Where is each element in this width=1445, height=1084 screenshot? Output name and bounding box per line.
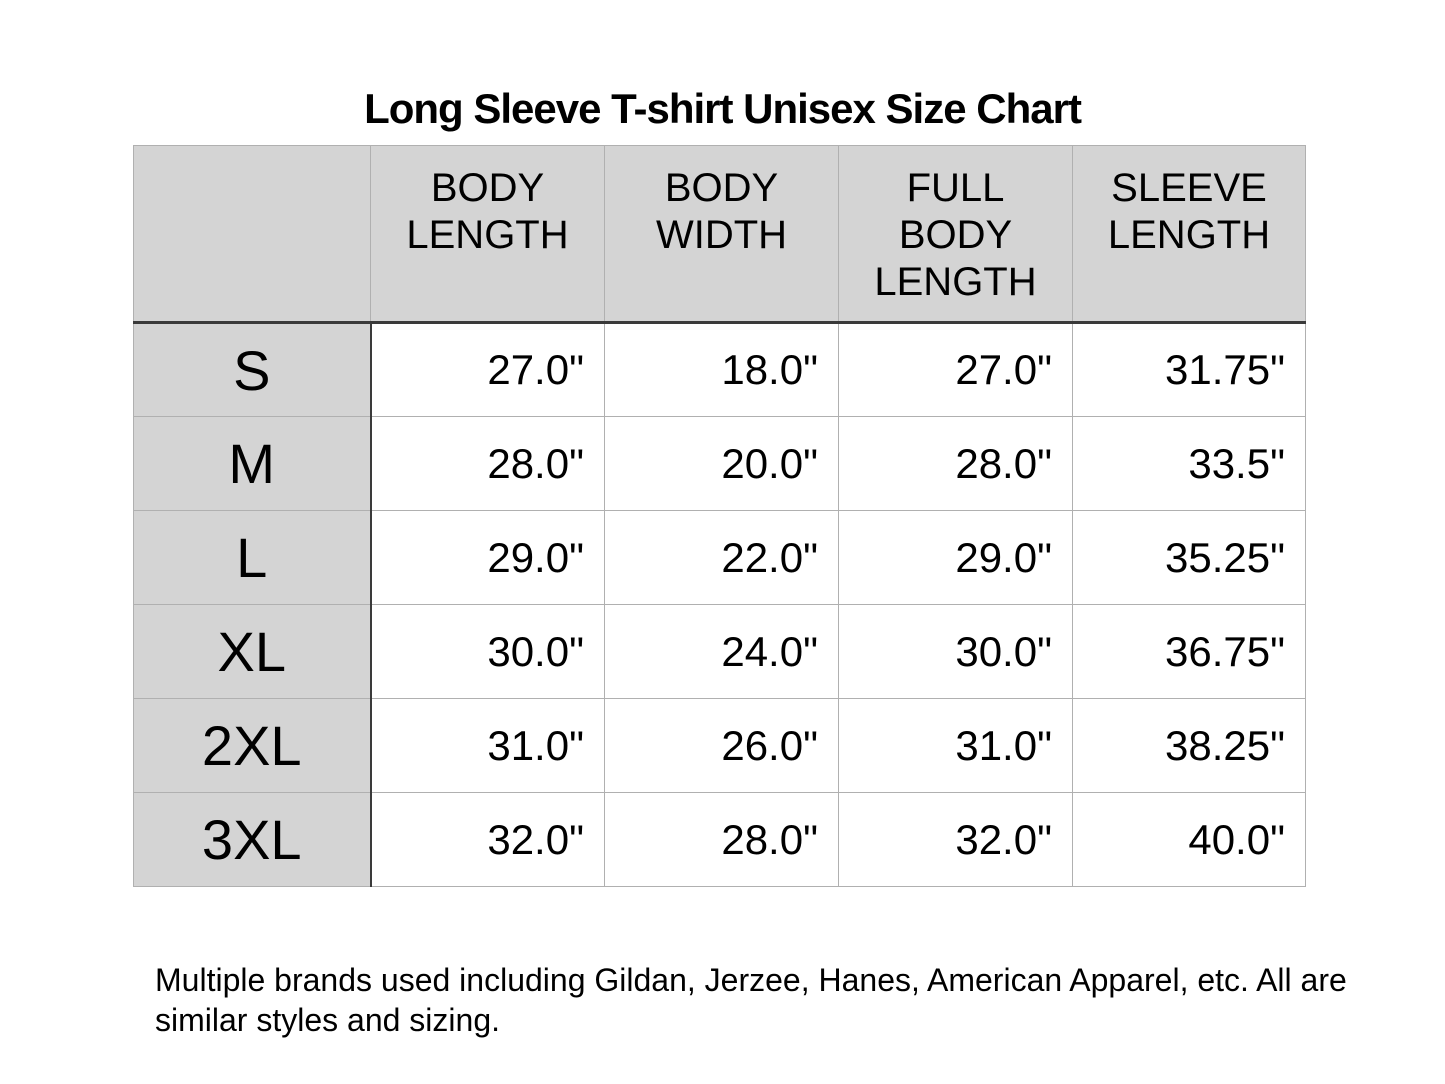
brands-note: Multiple brands used including Gildan, J… (155, 962, 1347, 1038)
cell-sleeve-length: 40.0" (1072, 792, 1306, 887)
cell-body-width: 20.0" (604, 416, 839, 511)
row-header-size: M (133, 416, 372, 511)
table-row-s: S 27.0" 18.0" 27.0" 31.75" (133, 322, 1306, 417)
cell-body-width: 28.0" (604, 792, 839, 887)
cell-body-width: 18.0" (604, 322, 839, 417)
cell-body-length: 27.0" (370, 322, 605, 417)
cell-body-length: 30.0" (370, 604, 605, 699)
col-header-full-body-length: FULL BODY LENGTH (838, 145, 1073, 324)
cell-full-body-length: 31.0" (838, 698, 1073, 793)
cell-sleeve-length: 33.5" (1072, 416, 1306, 511)
corner-cell (133, 145, 371, 324)
col-header-body-width: BODY WIDTH (604, 145, 839, 324)
row-header-size: L (133, 510, 372, 605)
table-row-2xl: 2XL 31.0" 26.0" 31.0" 38.25" (133, 698, 1306, 793)
cell-full-body-length: 32.0" (838, 792, 1073, 887)
cell-body-length: 29.0" (370, 510, 605, 605)
cell-full-body-length: 29.0" (838, 510, 1073, 605)
cell-body-width: 26.0" (604, 698, 839, 793)
row-header-size: XL (133, 604, 372, 699)
size-chart-table: BODY LENGTH BODY WIDTH FULL BODY LENGTH … (133, 145, 1306, 887)
cell-sleeve-length: 36.75" (1072, 604, 1306, 699)
page-title: Long Sleeve T-shirt Unisex Size Chart (364, 85, 1082, 132)
table-body: S 27.0" 18.0" 27.0" 31.75" M 28.0" 20.0"… (133, 322, 1306, 887)
table-row-l: L 29.0" 22.0" 29.0" 35.25" (133, 510, 1306, 605)
table-row-3xl: 3XL 32.0" 28.0" 32.0" 40.0" (133, 792, 1306, 887)
row-header-size: 2XL (133, 698, 372, 793)
cell-body-width: 22.0" (604, 510, 839, 605)
cell-body-length: 28.0" (370, 416, 605, 511)
col-header-sleeve-length: SLEEVE LENGTH (1072, 145, 1306, 324)
row-header-size: S (133, 322, 372, 417)
cell-body-length: 32.0" (370, 792, 605, 887)
table-row-xl: XL 30.0" 24.0" 30.0" 36.75" (133, 604, 1306, 699)
header-row: BODY LENGTH BODY WIDTH FULL BODY LENGTH … (133, 145, 1306, 324)
table-header: BODY LENGTH BODY WIDTH FULL BODY LENGTH … (133, 145, 1306, 324)
cell-sleeve-length: 38.25" (1072, 698, 1306, 793)
table-row-m: M 28.0" 20.0" 28.0" 33.5" (133, 416, 1306, 511)
cell-sleeve-length: 31.75" (1072, 322, 1306, 417)
cell-full-body-length: 27.0" (838, 322, 1073, 417)
cell-sleeve-length: 35.25" (1072, 510, 1306, 605)
cell-full-body-length: 28.0" (838, 416, 1073, 511)
cell-full-body-length: 30.0" (838, 604, 1073, 699)
cell-body-length: 31.0" (370, 698, 605, 793)
cell-body-width: 24.0" (604, 604, 839, 699)
row-header-size: 3XL (133, 792, 372, 887)
col-header-body-length: BODY LENGTH (370, 145, 605, 324)
